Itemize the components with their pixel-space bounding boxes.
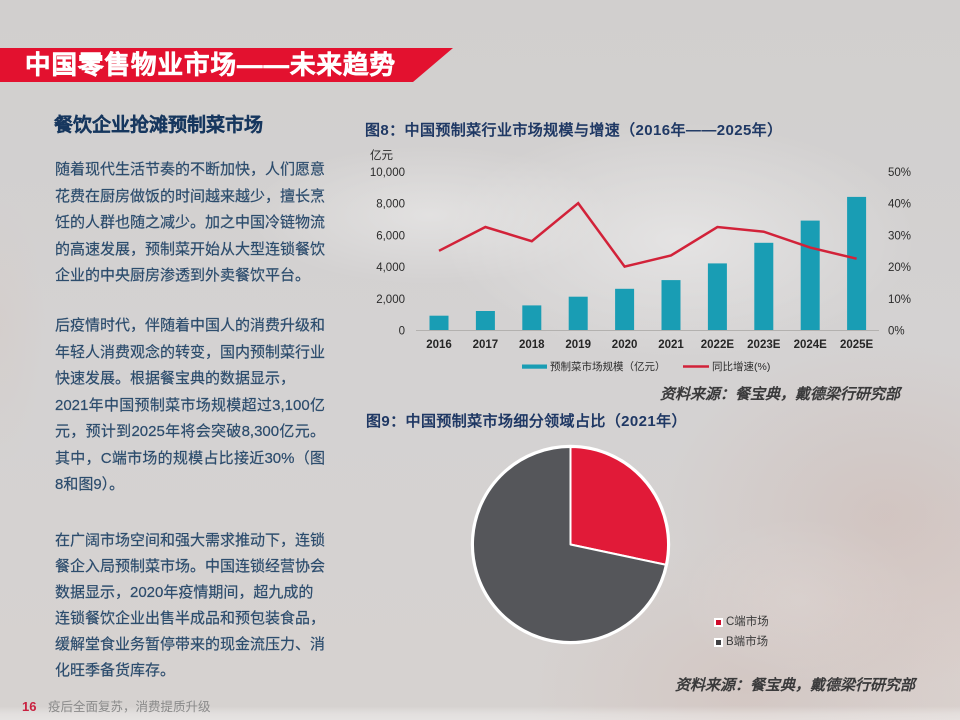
svg-text:2023E: 2023E — [747, 339, 781, 351]
svg-text:0%: 0% — [888, 326, 905, 338]
svg-text:2024E: 2024E — [794, 339, 828, 351]
svg-text:2025E: 2025E — [840, 339, 874, 351]
svg-text:2022E: 2022E — [701, 339, 735, 351]
svg-text:30%: 30% — [888, 230, 911, 242]
svg-text:4,000: 4,000 — [376, 262, 405, 274]
svg-text:8,000: 8,000 — [376, 199, 405, 211]
svg-text:10,000: 10,000 — [370, 167, 405, 179]
svg-text:50%: 50% — [888, 167, 911, 179]
svg-text:2018: 2018 — [519, 339, 545, 351]
svg-text:预制菜市场规模（亿元）: 预制菜市场规模（亿元） — [550, 360, 666, 373]
svg-text:20%: 20% — [888, 262, 911, 274]
svg-text:亿元: 亿元 — [370, 149, 393, 162]
svg-text:2020: 2020 — [612, 339, 638, 351]
svg-text:0: 0 — [399, 326, 405, 338]
svg-text:2019: 2019 — [565, 339, 591, 351]
svg-text:10%: 10% — [888, 294, 911, 306]
svg-text:40%: 40% — [888, 199, 911, 211]
svg-text:2016: 2016 — [426, 339, 452, 351]
svg-text:2021: 2021 — [658, 339, 684, 351]
svg-text:2017: 2017 — [473, 339, 499, 351]
svg-text:2,000: 2,000 — [376, 294, 405, 306]
svg-text:6,000: 6,000 — [376, 230, 405, 242]
svg-text:同比增速(%): 同比增速(%) — [712, 360, 770, 373]
